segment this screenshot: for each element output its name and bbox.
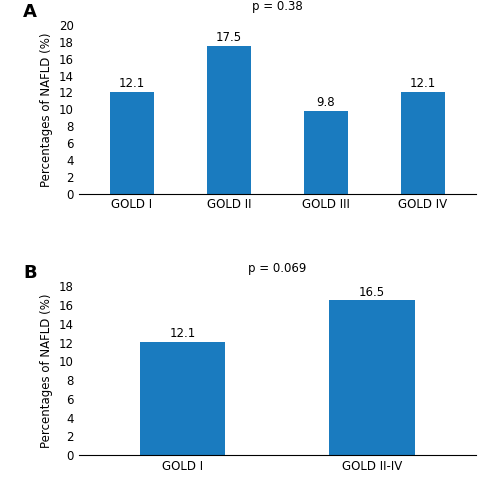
Text: 16.5: 16.5 bbox=[359, 286, 385, 298]
Bar bbox=[304, 111, 348, 194]
Bar bbox=[401, 92, 445, 194]
Y-axis label: Percentages of NAFLD (%): Percentages of NAFLD (%) bbox=[40, 32, 53, 186]
Text: 17.5: 17.5 bbox=[216, 32, 242, 44]
Bar bbox=[207, 46, 251, 194]
Text: p = 0.069: p = 0.069 bbox=[248, 262, 306, 274]
Bar bbox=[110, 92, 154, 194]
Text: 12.1: 12.1 bbox=[119, 77, 145, 90]
Bar bbox=[140, 342, 225, 455]
Bar bbox=[329, 300, 415, 455]
Text: A: A bbox=[23, 3, 37, 21]
Text: 12.1: 12.1 bbox=[169, 327, 196, 340]
Text: 9.8: 9.8 bbox=[317, 96, 335, 110]
Text: 12.1: 12.1 bbox=[410, 77, 436, 90]
Text: B: B bbox=[23, 264, 36, 282]
Y-axis label: Percentages of NAFLD (%): Percentages of NAFLD (%) bbox=[40, 294, 53, 448]
Text: p = 0.38: p = 0.38 bbox=[252, 0, 303, 13]
